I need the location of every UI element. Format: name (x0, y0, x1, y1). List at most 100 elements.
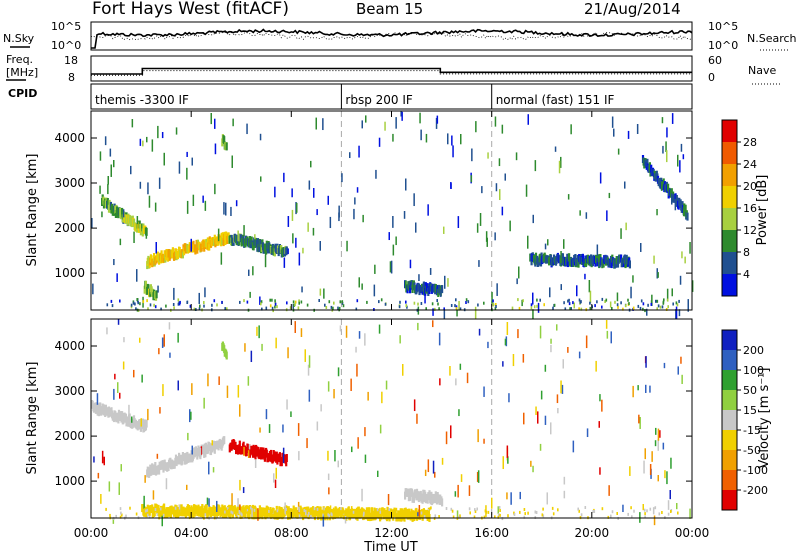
data-cell (129, 506, 131, 510)
data-cell (231, 513, 234, 517)
data-cell (597, 254, 600, 263)
data-cell (195, 239, 198, 248)
data-cell (628, 260, 631, 269)
data-cell (96, 402, 99, 411)
data-cell (487, 510, 490, 514)
data-cell (338, 306, 341, 310)
data-cell (679, 275, 682, 285)
data-cell (178, 508, 181, 517)
colorbar-swatch (722, 450, 737, 471)
data-cell (162, 513, 165, 517)
xtick-label: 00:00 (675, 526, 710, 540)
data-cell (323, 507, 325, 511)
data-cell (252, 266, 254, 276)
data-cell (206, 241, 209, 250)
data-cell (332, 306, 334, 310)
data-cell (657, 272, 659, 278)
data-cell (682, 154, 685, 160)
data-cell (560, 156, 562, 168)
data-cell (447, 278, 449, 287)
data-cell (424, 294, 426, 304)
data-cell (407, 488, 410, 497)
data-cell (139, 337, 141, 343)
data-cell (365, 507, 368, 516)
data-cell (127, 418, 130, 427)
data-cell (657, 428, 660, 441)
data-cell (316, 507, 319, 511)
data-cell (611, 307, 613, 310)
data-cell (297, 423, 300, 436)
data-cell (674, 193, 677, 202)
data-cell (226, 385, 229, 398)
data-cell (563, 301, 565, 305)
colorbar-swatch (722, 142, 737, 165)
data-cell (308, 389, 311, 402)
data-cell (287, 511, 290, 520)
velocity-marks (91, 319, 691, 527)
data-cell (558, 160, 561, 174)
data-cell (656, 299, 659, 303)
data-cell (637, 304, 640, 308)
data-cell (364, 427, 366, 437)
data-cell (287, 347, 289, 359)
data-cell (530, 306, 533, 310)
data-cell (379, 515, 382, 519)
data-cell (341, 173, 343, 183)
data-cell (153, 303, 155, 307)
data-cell (320, 513, 323, 517)
data-cell (306, 438, 308, 449)
data-cell (424, 287, 427, 296)
data-cell (278, 506, 281, 515)
data-cell (148, 515, 151, 519)
data-cell (337, 367, 340, 377)
data-cell (550, 344, 552, 353)
data-cell (305, 512, 307, 516)
data-cell (629, 466, 631, 476)
data-cell (539, 298, 541, 302)
data-cell (185, 456, 188, 465)
data-cell (674, 199, 677, 211)
data-cell (378, 324, 381, 334)
data-cell (251, 449, 255, 458)
data-cell (104, 136, 107, 146)
data-cell (289, 512, 292, 515)
data-cell (451, 135, 453, 146)
data-cell (610, 514, 612, 518)
data-cell (378, 300, 380, 304)
data-cell (200, 446, 203, 455)
nsearch-tick-high: 10^5 (708, 20, 738, 33)
power-ylabel: Slant Range [km] (25, 154, 40, 267)
data-cell (263, 453, 266, 462)
data-cell (181, 456, 184, 465)
data-cell (561, 384, 564, 394)
data-cell (691, 280, 694, 292)
data-cell (285, 246, 288, 255)
data-cell (569, 307, 571, 311)
data-cell (156, 513, 159, 517)
data-cell (502, 456, 504, 470)
data-cell (144, 509, 147, 513)
data-cell (121, 411, 124, 420)
data-cell (185, 514, 187, 518)
data-cell (317, 511, 320, 520)
data-cell (253, 508, 256, 512)
data-cell (361, 488, 363, 502)
data-cell (632, 275, 634, 283)
data-cell (232, 118, 234, 127)
data-cell (106, 303, 109, 307)
data-cell (189, 409, 191, 423)
data-cell (239, 300, 241, 304)
data-cell (632, 306, 635, 310)
data-cell (189, 304, 192, 308)
data-cell (676, 303, 679, 307)
data-cell (620, 254, 623, 263)
data-cell (141, 228, 144, 237)
data-cell (491, 292, 493, 304)
data-cell (578, 298, 581, 302)
data-cell (678, 309, 681, 317)
data-cell (220, 513, 223, 517)
data-cell (443, 309, 446, 319)
data-cell (256, 238, 260, 247)
data-cell (594, 304, 596, 308)
data-cell (166, 249, 169, 257)
